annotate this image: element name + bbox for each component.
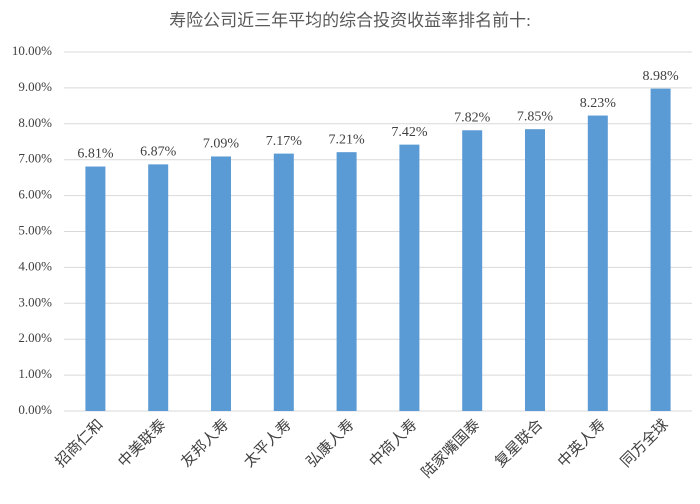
bar: [211, 156, 231, 411]
data-label: 7.82%: [454, 110, 491, 125]
y-tick-label: 0.00%: [18, 402, 52, 417]
y-tick-label: 3.00%: [18, 294, 52, 309]
bar: [462, 130, 483, 411]
y-tick-label: 2.00%: [18, 330, 52, 345]
bar: [525, 129, 545, 411]
bar: [650, 88, 671, 412]
bar: [336, 152, 357, 411]
bar: [273, 153, 294, 412]
data-label: 7.42%: [391, 125, 428, 140]
chart-title: 寿险公司近三年平均的综合投资收益率排名前十:: [169, 11, 531, 30]
data-label: 6.81%: [77, 147, 114, 162]
data-label: 7.17%: [266, 134, 303, 149]
data-label: 7.85%: [517, 109, 554, 124]
data-label: 6.87%: [140, 145, 177, 160]
data-label: 8.23%: [580, 96, 617, 111]
data-label: 8.98%: [643, 69, 680, 84]
y-tick-label: 7.00%: [18, 151, 52, 166]
y-tick-label: 9.00%: [18, 79, 52, 94]
data-label: 7.09%: [203, 137, 240, 152]
y-tick-label: 1.00%: [18, 366, 52, 381]
bar: [587, 115, 608, 411]
y-tick-label: 6.00%: [18, 187, 52, 202]
y-tick-label: 10.00%: [12, 43, 52, 58]
y-tick-label: 8.00%: [18, 115, 52, 130]
y-tick-label: 5.00%: [18, 222, 52, 237]
y-tick-label: 4.00%: [18, 258, 52, 273]
data-label: 7.21%: [329, 132, 366, 147]
bar: [148, 164, 169, 411]
bar: [85, 166, 106, 411]
bar: [399, 144, 420, 411]
